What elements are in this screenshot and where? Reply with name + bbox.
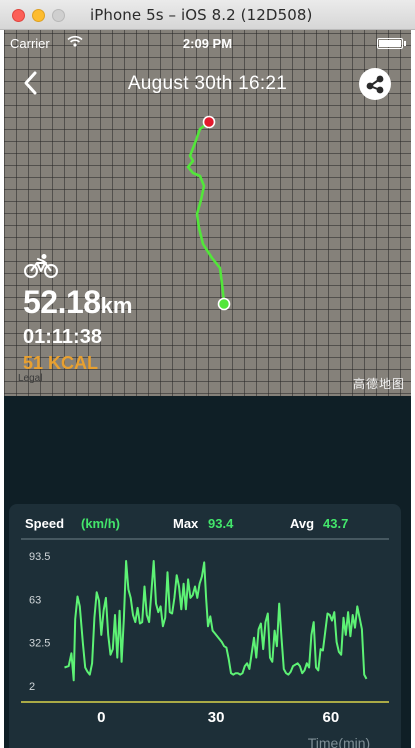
battery-tip [404, 41, 406, 46]
x-tick-label: 0 [97, 709, 105, 726]
minimize-window-button[interactable] [32, 9, 45, 22]
close-window-button[interactable] [12, 9, 25, 22]
status-time: 2:09 PM [4, 36, 411, 51]
distance-value: 52.18km [23, 284, 132, 321]
x-axis-label: Time(min) [308, 735, 370, 748]
page-title: August 30th 16:21 [64, 73, 351, 95]
y-tick-label: 2 [29, 681, 35, 693]
speed-chart[interactable]: 2 32.5 63 93.5 0 30 60 Time(min) [9, 504, 401, 748]
battery-icon [377, 38, 403, 49]
duration-value: 01:11:38 [23, 326, 102, 349]
y-tick-label: 32.5 [29, 638, 50, 650]
route-end-marker[interactable] [204, 117, 215, 128]
map-legal-link[interactable]: Legal [18, 373, 42, 384]
window-title: iPhone 5s – iOS 8.2 (12D508) [90, 6, 405, 24]
speed-series-line [65, 561, 367, 680]
status-bar: Carrier 2:09 PM [4, 30, 411, 52]
back-button[interactable] [18, 68, 44, 98]
simulator-title-bar: iPhone 5s – iOS 8.2 (12D508) [0, 0, 415, 30]
x-tick-label: 30 [208, 709, 225, 726]
route-start-marker[interactable] [219, 299, 230, 310]
y-tick-label: 93.5 [29, 551, 50, 563]
x-tick-label: 60 [323, 709, 340, 726]
route-path [188, 122, 224, 302]
share-button[interactable] [359, 68, 391, 100]
calories-value: 51 KCAL [23, 353, 98, 374]
phone-screen: Carrier 2:09 PM August 30th 16:21 5 [4, 30, 411, 748]
chevron-left-icon [18, 68, 44, 98]
y-tick-label: 63 [29, 594, 41, 606]
distance-number: 52.18 [23, 284, 101, 320]
share-icon [359, 68, 391, 100]
bicycle-icon [24, 253, 58, 279]
speed-chart-panel: Speed (km/h) Max 93.4 Avg 43.7 2 32.5 63 93… [9, 504, 401, 748]
zoom-window-button[interactable] [52, 9, 65, 22]
map-provider-logo: 高德地图 [353, 375, 405, 392]
distance-unit: km [101, 293, 133, 318]
